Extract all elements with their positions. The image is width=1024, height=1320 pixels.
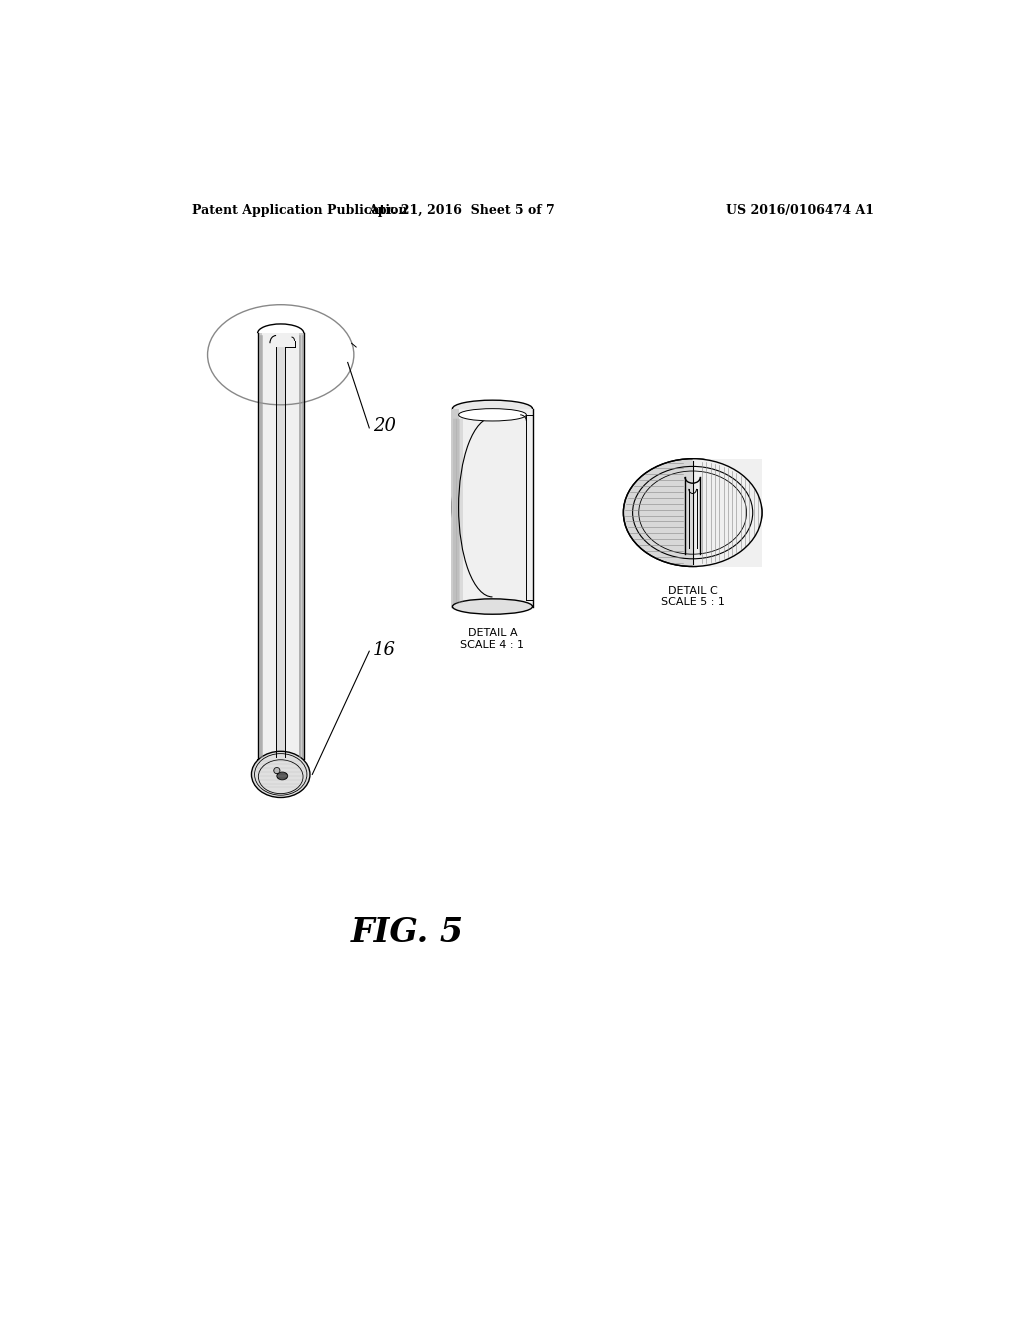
- Circle shape: [273, 767, 280, 774]
- Text: US 2016/0106474 A1: US 2016/0106474 A1: [726, 205, 874, 218]
- Ellipse shape: [453, 400, 532, 417]
- Polygon shape: [692, 459, 762, 566]
- Polygon shape: [299, 333, 304, 759]
- Text: Patent Application Publication: Patent Application Publication: [193, 205, 408, 218]
- Polygon shape: [258, 333, 262, 759]
- Text: DETAIL C
SCALE 5 : 1: DETAIL C SCALE 5 : 1: [660, 586, 725, 607]
- Ellipse shape: [252, 751, 310, 797]
- Text: 16: 16: [373, 640, 396, 659]
- Text: DETAIL A
SCALE 4 : 1: DETAIL A SCALE 4 : 1: [461, 628, 524, 649]
- Polygon shape: [692, 459, 762, 566]
- Text: 20: 20: [373, 417, 396, 436]
- Ellipse shape: [453, 599, 532, 614]
- Polygon shape: [453, 409, 532, 607]
- Polygon shape: [453, 409, 459, 607]
- Ellipse shape: [276, 772, 288, 780]
- Polygon shape: [276, 347, 286, 758]
- Text: Apr. 21, 2016  Sheet 5 of 7: Apr. 21, 2016 Sheet 5 of 7: [369, 205, 555, 218]
- Ellipse shape: [624, 459, 762, 566]
- Ellipse shape: [459, 409, 526, 421]
- Text: FIG. 5: FIG. 5: [351, 916, 464, 949]
- Polygon shape: [262, 333, 299, 759]
